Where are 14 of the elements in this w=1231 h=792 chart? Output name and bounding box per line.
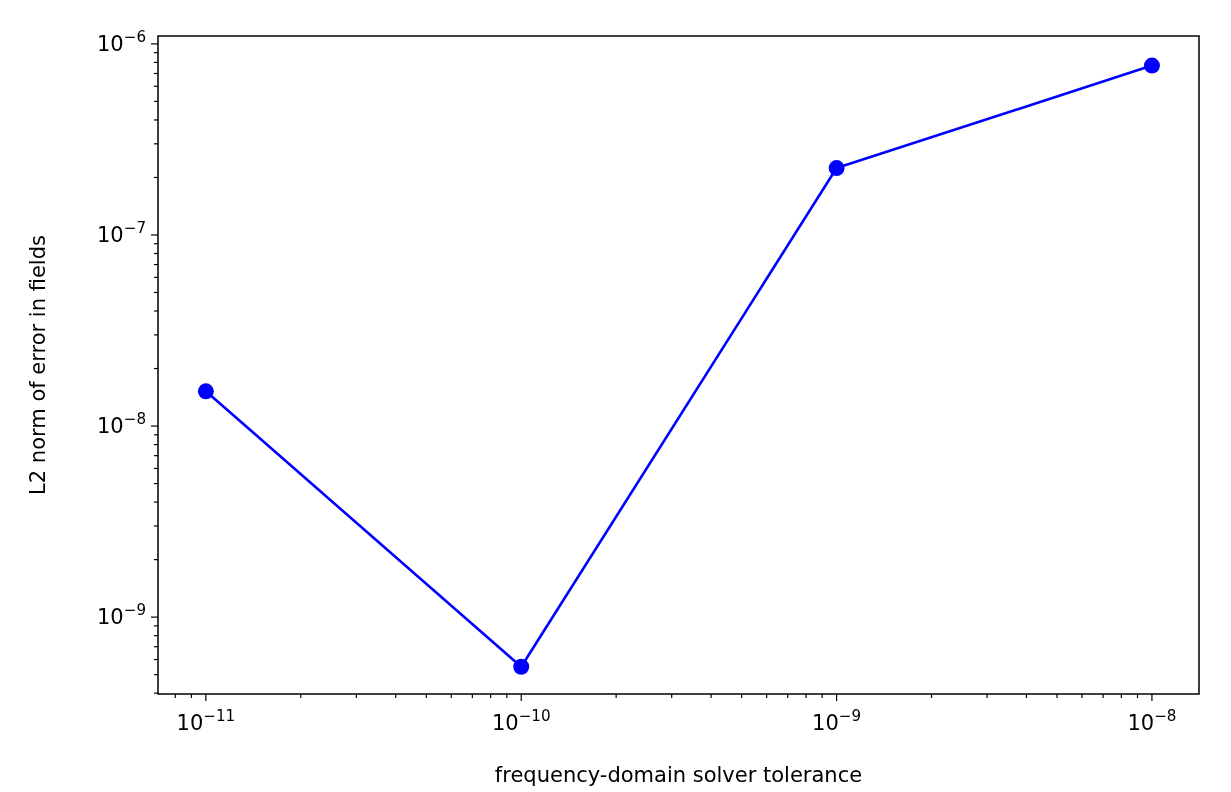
x-tick-label: 10$^{−9}$ xyxy=(812,707,862,735)
x-tick-label: 10$^{−8}$ xyxy=(1127,707,1177,735)
y-tick-label: 10$^{−6}$ xyxy=(96,27,146,56)
point xyxy=(1143,57,1160,74)
point xyxy=(197,383,214,400)
y-tick-label: 10$^{−8}$ xyxy=(96,410,146,439)
point xyxy=(828,160,845,177)
y-tick-label: 10$^{−7}$ xyxy=(96,218,146,247)
x-tick-label: 10$^{−11}$ xyxy=(176,707,236,735)
x-axis-title: frequency-domain solver tolerance xyxy=(494,763,863,787)
point xyxy=(513,658,530,675)
x-tick-label: 10$^{−10}$ xyxy=(491,707,551,735)
y-axis-title: L2 norm of error in fields xyxy=(26,235,50,495)
y-tick-label: 10$^{−9}$ xyxy=(96,601,146,630)
